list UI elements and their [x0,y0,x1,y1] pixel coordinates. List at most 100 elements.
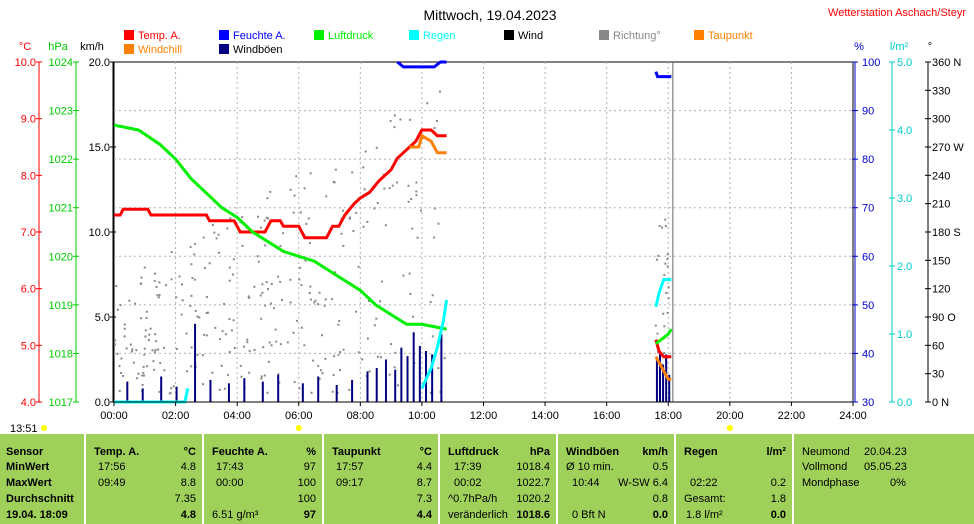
sun-icon [295,425,302,431]
direction-dot [115,285,118,288]
header-gusts: Windböen [566,446,620,458]
col-rain: Regen l/m² 02:22 0.2 Gesamt: 1.8 1.8 l/m… [676,434,794,524]
direction-dot [211,224,214,227]
dew-current: 4.4 [416,509,432,521]
direction-dot [266,197,269,200]
direction-dot [193,253,196,256]
direction-tick-label: 30 [932,369,944,381]
direction-dot [391,184,394,187]
col-temp: Temp. A. °C 17:56 4.8 09:49 8.8 7.35 4.8 [86,434,204,524]
direction-dot [228,351,231,354]
humidity-tick-label: 90 [862,106,874,118]
direction-dot [246,341,249,344]
wind-tick-label: 10.0 [89,227,110,239]
direction-dot [233,346,236,349]
direction-dot [261,291,264,294]
direction-dot [289,188,292,191]
direction-dot [116,352,119,355]
series-line [420,299,449,390]
direction-dot [267,217,270,220]
direction-dot [303,187,306,190]
direction-dot [407,184,410,187]
direction-dot [278,381,281,384]
direction-dot [337,353,340,356]
gust-bar [655,359,658,402]
direction-dot [272,307,275,310]
gust-bar [412,332,415,402]
direction-dot [663,274,666,277]
direction-dot [293,194,296,197]
direction-dot [437,367,440,370]
unit-temp: °C [183,446,196,458]
hum-min: 97 [303,461,316,473]
rain-tick-label: 4.0 [897,125,912,137]
direction-dot [379,300,382,303]
x-tick-label: 12:00 [470,410,498,422]
direction-dot [420,209,423,212]
x-tick-label: 04:00 [223,410,251,422]
direction-dot [667,297,670,300]
press-min: 1018.4 [516,461,550,473]
col-dewpoint: Taupunkt °C 17:57 4.4 09:17 8.7 7.3 4.4 [324,434,440,524]
direction-dot [317,364,320,367]
direction-dot [232,258,235,261]
col-moon: Neumond 20.04.23 Vollmond 05.05.23 Mondp… [794,434,974,524]
direction-dot [666,311,669,314]
direction-dot [260,375,263,378]
wind-tick-label: 5.0 [95,312,110,324]
direction-dot [265,281,268,284]
direction-tick-label: 360 N [932,57,961,69]
direction-dot [394,351,397,354]
direction-dot [229,217,232,220]
direction-dot [158,281,161,284]
direction-dot [396,181,399,184]
direction-dot [292,211,295,214]
direction-dot [388,373,391,376]
header-sensor: Sensor [6,446,44,458]
wind-10min-label: Ø 10 min. [566,461,614,473]
direction-tick-label: 180 S [932,227,961,239]
legend-label: Luftdruck [328,30,374,42]
direction-dot [175,347,178,350]
direction-dot [305,222,308,225]
direction-dot [409,292,412,295]
direction-dot [170,251,173,254]
direction-dot [340,232,343,235]
direction-dot [153,279,156,282]
direction-dot [408,272,411,275]
direction-dot [172,385,175,388]
direction-dot [397,384,400,387]
direction-dot [342,348,345,351]
gust-bar [400,347,403,402]
direction-dot [241,216,244,219]
direction-dot [190,294,193,297]
direction-dot [223,302,226,305]
direction-tick-label: 0 N [932,397,949,409]
direction-dot [231,273,234,276]
humidity-tick-label: 70 [862,203,874,215]
x-tick-label: 00:00 [100,410,128,422]
direction-dot [142,374,145,377]
direction-dot [279,280,282,283]
direction-dot [143,266,146,269]
direction-dot [656,351,659,354]
direction-dot [162,346,165,349]
series-lines [113,60,674,404]
gust-bar [126,381,129,402]
direction-dot [260,317,263,320]
station-name: Wetterstation Aschach/Steyr [828,7,966,19]
direction-dot [142,365,145,368]
wind-10min: 0.5 [652,461,668,473]
direction-dot [203,333,206,336]
dew-max-time: 09:17 [336,477,364,489]
humidity-tick-label: 50 [862,300,874,312]
x-tick-label: 20:00 [716,410,744,422]
direction-dot [433,127,436,130]
direction-dot [263,374,266,377]
series-line [396,60,447,69]
temp-max-time: 09:49 [98,477,126,489]
direction-dot [389,119,392,122]
direction-dot [240,375,243,378]
x-tick-label: 18:00 [654,410,682,422]
direction-dot [298,278,301,281]
